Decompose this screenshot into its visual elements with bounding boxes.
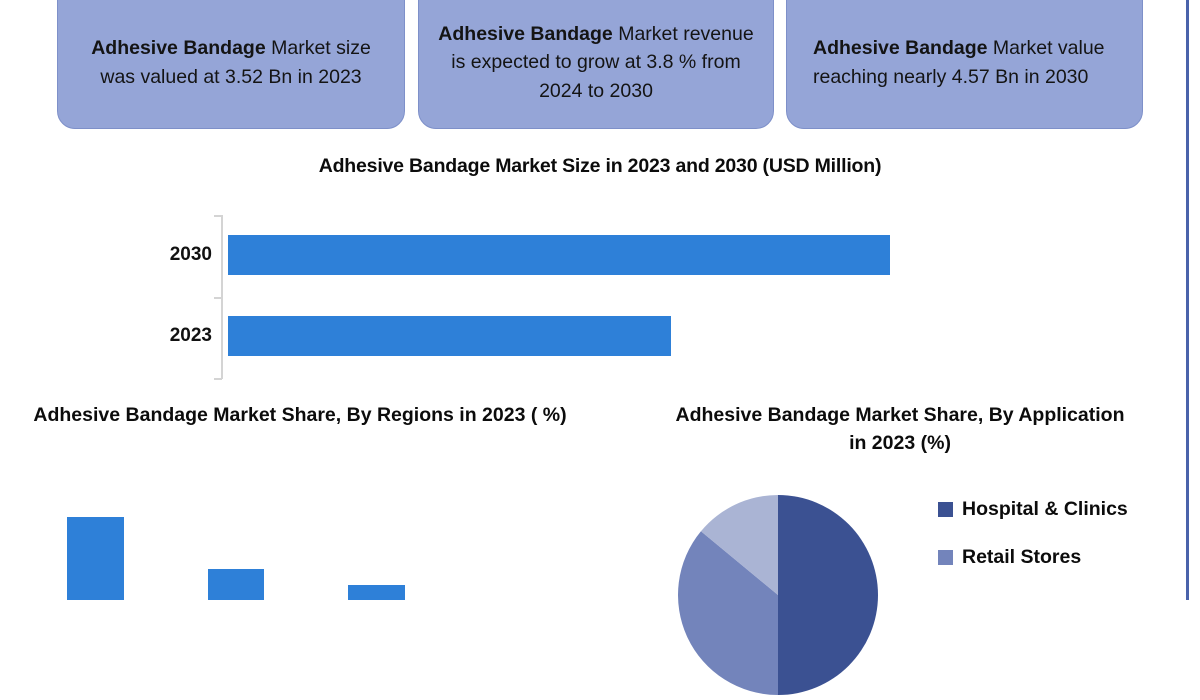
market-size-chart-title: Adhesive Bandage Market Size in 2023 and… bbox=[318, 155, 882, 177]
callout-card-market-forecast-rest: Market value reaching nearly 4.57 Bn in … bbox=[813, 36, 1105, 88]
callout-card-market-growth-text: Adhesive Bandage Market revenue is expec… bbox=[433, 0, 759, 105]
legend-swatch-hospital-clinics bbox=[938, 501, 953, 517]
callout-card-market-growth-bold: Adhesive Bandage bbox=[438, 22, 613, 45]
pie-svg bbox=[678, 495, 878, 695]
bar-row-2030: 2030 bbox=[150, 235, 910, 275]
legend-label-hospital-clinics: Hospital & Clinics bbox=[962, 497, 1128, 520]
axis-tick-bottom bbox=[214, 378, 222, 380]
pie-slice-other bbox=[700, 495, 778, 595]
bar-2023 bbox=[228, 316, 671, 356]
callout-card-market-growth: Adhesive Bandage Market revenue is expec… bbox=[418, 0, 774, 129]
bar-2030 bbox=[228, 235, 890, 275]
application-share-chart-title: Adhesive Bandage Market Share, By Applic… bbox=[675, 404, 1125, 454]
region-bar-1 bbox=[67, 517, 124, 600]
bar-label-2023: 2023 bbox=[169, 325, 212, 346]
legend-item-hospital-clinics: Hospital & Clinics bbox=[938, 498, 1188, 520]
regions-share-bar-chart bbox=[0, 480, 560, 600]
right-border-rule bbox=[1186, 0, 1189, 600]
regions-share-chart-title: Adhesive Bandage Market Share, By Region… bbox=[33, 404, 567, 426]
application-share-pie-chart bbox=[678, 495, 878, 695]
region-bar-2 bbox=[208, 569, 264, 600]
region-bar-3 bbox=[348, 585, 405, 600]
callout-cards: Adhesive Bandage Market size was valued … bbox=[0, 0, 1200, 129]
market-size-bar-chart: 2030 2023 bbox=[150, 212, 910, 387]
legend-item-retail-stores: Retail Stores bbox=[938, 546, 1188, 568]
callout-card-market-forecast: Adhesive Bandage Market value reaching n… bbox=[786, 0, 1143, 129]
axis-tick-top bbox=[214, 215, 222, 217]
legend-label-retail-stores: Retail Stores bbox=[962, 545, 1082, 568]
callout-card-market-size: Adhesive Bandage Market size was valued … bbox=[57, 0, 405, 129]
axis-tick-middle bbox=[214, 297, 222, 299]
callout-card-market-size-bold: Adhesive Bandage bbox=[91, 36, 266, 59]
legend-swatch-retail-stores bbox=[938, 549, 953, 565]
callout-card-market-forecast-text: Adhesive Bandage Market value reaching n… bbox=[801, 4, 1128, 91]
callout-card-market-growth-rest: Market revenue is expected to grow at 3.… bbox=[451, 22, 754, 102]
callout-card-market-size-text: Adhesive Bandage Market size was valued … bbox=[72, 4, 390, 91]
application-share-legend: Hospital & Clinics Retail Stores bbox=[938, 498, 1188, 594]
pie-slice-hospital-clinics bbox=[778, 495, 878, 695]
callout-card-market-forecast-bold: Adhesive Bandage bbox=[813, 36, 988, 59]
bar-row-2023: 2023 bbox=[150, 316, 910, 356]
callout-card-market-size-rest: Market size was valued at 3.52 Bn in 202… bbox=[100, 36, 371, 88]
bar-label-2030: 2030 bbox=[169, 244, 212, 265]
